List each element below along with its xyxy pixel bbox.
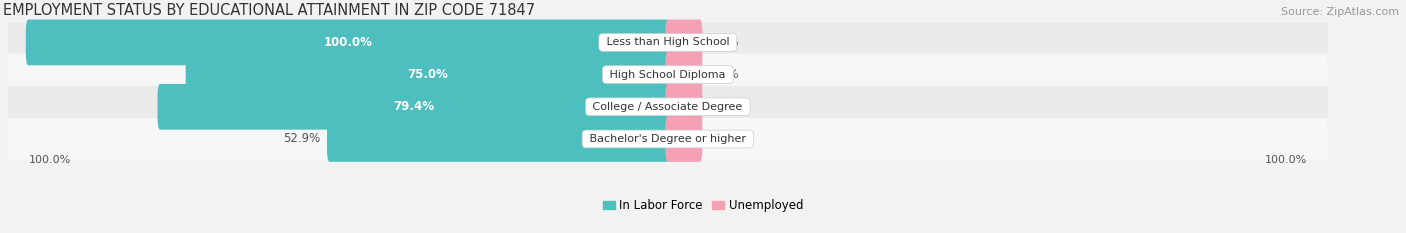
FancyBboxPatch shape <box>665 20 703 65</box>
FancyBboxPatch shape <box>157 84 671 130</box>
Text: College / Associate Degree: College / Associate Degree <box>589 102 747 112</box>
FancyBboxPatch shape <box>8 86 1327 128</box>
Text: Less than High School: Less than High School <box>603 38 733 48</box>
FancyBboxPatch shape <box>186 52 671 97</box>
Text: 0.0%: 0.0% <box>710 36 740 49</box>
FancyBboxPatch shape <box>328 116 671 162</box>
FancyBboxPatch shape <box>665 116 703 162</box>
Text: 0.0%: 0.0% <box>710 133 740 145</box>
Text: 100.0%: 100.0% <box>1265 155 1308 165</box>
Text: 75.0%: 75.0% <box>408 68 449 81</box>
Text: 52.9%: 52.9% <box>283 133 321 145</box>
Text: High School Diploma: High School Diploma <box>606 70 730 80</box>
Text: 0.0%: 0.0% <box>710 100 740 113</box>
FancyBboxPatch shape <box>8 21 1327 63</box>
Text: Bachelor's Degree or higher: Bachelor's Degree or higher <box>586 134 749 144</box>
FancyBboxPatch shape <box>8 54 1327 96</box>
FancyBboxPatch shape <box>665 84 703 130</box>
Legend: In Labor Force, Unemployed: In Labor Force, Unemployed <box>598 195 808 217</box>
FancyBboxPatch shape <box>25 20 671 65</box>
FancyBboxPatch shape <box>665 52 703 97</box>
Text: 0.0%: 0.0% <box>710 68 740 81</box>
Text: 100.0%: 100.0% <box>323 36 373 49</box>
Text: Source: ZipAtlas.com: Source: ZipAtlas.com <box>1281 7 1399 17</box>
Text: 100.0%: 100.0% <box>28 155 70 165</box>
FancyBboxPatch shape <box>8 118 1327 160</box>
Text: 79.4%: 79.4% <box>394 100 434 113</box>
Text: EMPLOYMENT STATUS BY EDUCATIONAL ATTAINMENT IN ZIP CODE 71847: EMPLOYMENT STATUS BY EDUCATIONAL ATTAINM… <box>3 3 534 18</box>
